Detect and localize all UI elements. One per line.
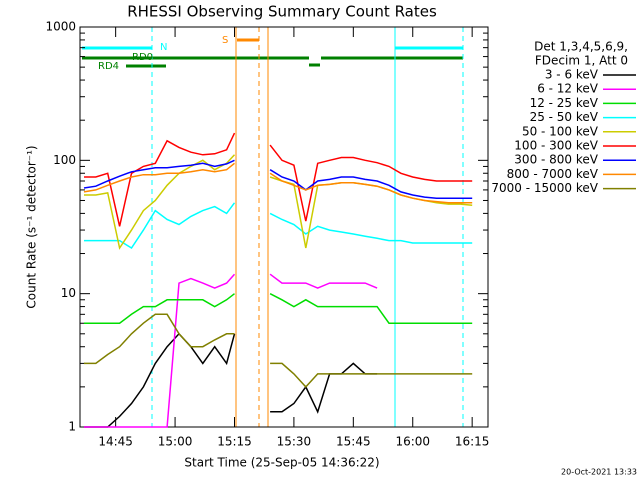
y-tick-label: 10 bbox=[61, 286, 76, 300]
footer: 20-Oct-2021 13:33 bbox=[561, 468, 637, 477]
y-tick-label: 100 bbox=[53, 153, 76, 167]
legend-label: 12 - 25 keV bbox=[530, 96, 599, 110]
legend-label: 800 - 7000 keV bbox=[507, 167, 599, 181]
annotation: S bbox=[222, 35, 228, 46]
series-line bbox=[83, 162, 473, 204]
series-line bbox=[84, 132, 473, 227]
series-line bbox=[84, 293, 473, 324]
y-tick-label: 1 bbox=[68, 420, 76, 434]
x-tick-label: 15:00 bbox=[158, 435, 193, 449]
legend-label: 3 - 6 keV bbox=[545, 68, 599, 82]
annotation: RD4 bbox=[98, 61, 119, 72]
series-line bbox=[84, 202, 473, 250]
series-line bbox=[84, 313, 473, 389]
legend-label: 50 - 100 keV bbox=[522, 124, 599, 138]
series-line bbox=[84, 332, 378, 428]
x-axis-label: Start Time (25-Sep-05 14:36:22) bbox=[184, 456, 379, 470]
legend-label: 7000 - 15000 keV bbox=[491, 181, 598, 195]
x-tick-label: 14:45 bbox=[98, 435, 133, 449]
x-tick-label: 15:30 bbox=[277, 435, 312, 449]
series-line bbox=[84, 273, 378, 428]
y-axis-label: Count Rate (s⁻¹ detector⁻¹) bbox=[25, 145, 39, 308]
x-tick-label: 16:15 bbox=[455, 435, 490, 449]
annotation: N bbox=[160, 42, 167, 53]
legend-label: 6 - 12 keV bbox=[537, 82, 599, 96]
legend-title: Det 1,3,4,5,6,9, bbox=[534, 40, 628, 54]
legend-label: 100 - 300 keV bbox=[514, 139, 598, 153]
x-tick-label: 15:15 bbox=[217, 435, 252, 449]
chart-title: RHESSI Observing Summary Count Rates bbox=[127, 3, 437, 21]
x-tick-label: 15:45 bbox=[336, 435, 371, 449]
legend-label: 300 - 800 keV bbox=[514, 153, 598, 167]
annotation: RD0 bbox=[132, 52, 153, 63]
y-tick-label: 1000 bbox=[45, 20, 76, 34]
x-tick-label: 16:00 bbox=[395, 435, 430, 449]
annotation-bars: N RD0 RD4 S bbox=[82, 27, 464, 427]
legend-label: 25 - 50 keV bbox=[530, 110, 599, 124]
legend-title: FDecim 1, Att 0 bbox=[535, 54, 628, 68]
plot-frame bbox=[79, 26, 489, 428]
